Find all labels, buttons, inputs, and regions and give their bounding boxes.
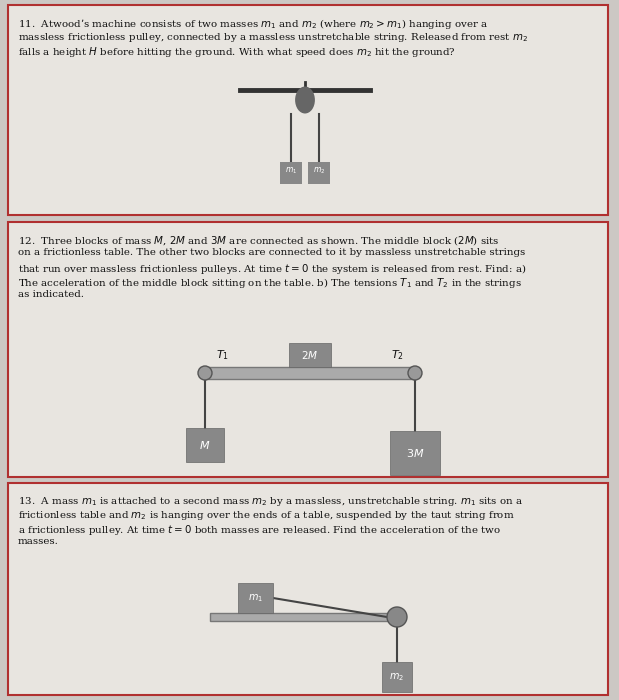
Text: $m_2$: $m_2$: [313, 165, 325, 176]
Text: a frictionless pulley. At time $t = 0$ both masses are released. Find the accele: a frictionless pulley. At time $t = 0$ b…: [18, 523, 501, 537]
Text: 11.  Atwood’s machine consists of two masses $m_1$ and $m_2$ (where $m_2 > m_1$): 11. Atwood’s machine consists of two mas…: [18, 17, 488, 31]
Circle shape: [387, 607, 407, 627]
Text: massless frictionless pulley, connected by a massless unstretchable string. Rele: massless frictionless pulley, connected …: [18, 31, 528, 44]
Text: that run over massless frictionless pulleys. At time $t = 0$ the system is relea: that run over massless frictionless pull…: [18, 262, 526, 276]
Bar: [8, 483, 608, 695]
Text: falls a height $H$ before hitting the ground. With what speed does $m_2$ hit the: falls a height $H$ before hitting the gr…: [18, 45, 456, 59]
Text: $3M$: $3M$: [406, 447, 424, 459]
Bar: [289, 343, 331, 367]
Ellipse shape: [295, 87, 315, 113]
Text: frictionless table and $m_2$ is hanging over the ends of a table, suspended by t: frictionless table and $m_2$ is hanging …: [18, 509, 514, 522]
Bar: [382, 662, 412, 692]
Bar: [280, 162, 302, 183]
Bar: [205, 367, 415, 379]
Bar: [390, 431, 440, 475]
Text: $m_1$: $m_1$: [248, 592, 263, 604]
Text: $2M$: $2M$: [301, 349, 319, 361]
Bar: [210, 613, 395, 621]
Text: as indicated.: as indicated.: [18, 290, 84, 299]
Text: 12.  Three blocks of mass $M$, $2M$ and $3M$ are connected as shown. The middle : 12. Three blocks of mass $M$, $2M$ and $…: [18, 234, 500, 247]
Text: $m_1$: $m_1$: [285, 165, 297, 176]
Bar: [8, 5, 608, 215]
Bar: [238, 583, 273, 613]
Bar: [186, 428, 224, 462]
Bar: [308, 162, 330, 183]
Bar: [8, 222, 608, 477]
Text: $T_1$: $T_1$: [217, 348, 230, 362]
Circle shape: [408, 366, 422, 380]
Text: 13.  A mass $m_1$ is attached to a second mass $m_2$ by a massless, unstretchabl: 13. A mass $m_1$ is attached to a second…: [18, 495, 523, 508]
Text: $T_2$: $T_2$: [391, 348, 404, 362]
Text: on a frictionless table. The other two blocks are connected to it by massless un: on a frictionless table. The other two b…: [18, 248, 526, 257]
Circle shape: [198, 366, 212, 380]
Text: $M$: $M$: [199, 439, 210, 451]
Text: $m_2$: $m_2$: [389, 671, 405, 683]
Text: masses.: masses.: [18, 537, 59, 546]
Text: The acceleration of the middle block sitting on the table. b) The tensions $T_1$: The acceleration of the middle block sit…: [18, 276, 522, 290]
